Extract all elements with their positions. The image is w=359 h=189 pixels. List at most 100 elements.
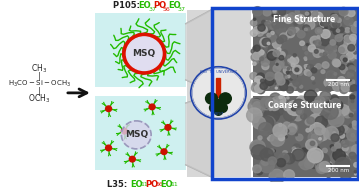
Circle shape xyxy=(351,24,359,33)
Circle shape xyxy=(287,55,292,60)
Circle shape xyxy=(294,22,297,25)
Circle shape xyxy=(263,45,273,54)
Circle shape xyxy=(307,148,323,163)
Circle shape xyxy=(317,132,326,141)
Circle shape xyxy=(255,82,265,91)
Circle shape xyxy=(309,12,318,21)
Circle shape xyxy=(214,108,222,115)
Circle shape xyxy=(323,19,330,25)
Circle shape xyxy=(260,38,270,47)
Circle shape xyxy=(333,132,336,134)
Circle shape xyxy=(353,51,359,59)
Circle shape xyxy=(344,16,353,25)
Circle shape xyxy=(255,50,262,56)
Circle shape xyxy=(251,49,256,54)
Circle shape xyxy=(287,97,289,99)
Circle shape xyxy=(342,57,350,65)
Circle shape xyxy=(253,165,261,173)
Circle shape xyxy=(260,148,274,161)
Circle shape xyxy=(260,100,271,111)
Circle shape xyxy=(272,21,280,29)
Circle shape xyxy=(331,14,336,18)
Circle shape xyxy=(284,153,295,164)
Circle shape xyxy=(255,79,261,85)
Text: EO: EO xyxy=(160,180,173,189)
Circle shape xyxy=(269,149,274,154)
Circle shape xyxy=(331,108,341,117)
Text: $\mathsf{OCH_3}$: $\mathsf{OCH_3}$ xyxy=(28,92,50,105)
Circle shape xyxy=(267,52,276,60)
Circle shape xyxy=(347,44,356,53)
Circle shape xyxy=(342,108,353,118)
Circle shape xyxy=(281,33,289,40)
Circle shape xyxy=(287,160,290,163)
Circle shape xyxy=(302,148,306,152)
Circle shape xyxy=(323,52,327,56)
Circle shape xyxy=(265,103,271,108)
Circle shape xyxy=(346,37,356,46)
Circle shape xyxy=(315,28,322,34)
Circle shape xyxy=(313,41,316,43)
Circle shape xyxy=(354,22,359,26)
Circle shape xyxy=(161,149,167,154)
Circle shape xyxy=(303,47,306,50)
Circle shape xyxy=(306,139,317,150)
Circle shape xyxy=(106,145,112,151)
Text: KYO  TO  UNIVERSITY: KYO TO UNIVERSITY xyxy=(200,70,237,74)
Circle shape xyxy=(316,163,327,174)
Circle shape xyxy=(341,125,348,132)
Circle shape xyxy=(306,154,309,156)
Text: 37: 37 xyxy=(148,7,156,12)
Text: 200 nm: 200 nm xyxy=(328,82,349,87)
Circle shape xyxy=(316,38,319,40)
Circle shape xyxy=(315,96,325,106)
Circle shape xyxy=(342,145,348,151)
Circle shape xyxy=(347,147,356,155)
Circle shape xyxy=(314,50,318,53)
Circle shape xyxy=(258,136,262,140)
Circle shape xyxy=(330,145,334,148)
Circle shape xyxy=(349,23,352,26)
Circle shape xyxy=(297,96,306,105)
Circle shape xyxy=(351,130,356,135)
Circle shape xyxy=(294,150,303,159)
Circle shape xyxy=(281,56,285,59)
Circle shape xyxy=(261,59,269,66)
Circle shape xyxy=(339,133,345,138)
Circle shape xyxy=(349,92,359,107)
Circle shape xyxy=(276,25,285,34)
Text: PO: PO xyxy=(153,1,166,10)
Circle shape xyxy=(288,58,295,64)
Circle shape xyxy=(346,129,359,141)
Circle shape xyxy=(278,51,285,58)
Circle shape xyxy=(340,86,348,94)
Text: EO: EO xyxy=(138,1,151,10)
Circle shape xyxy=(332,15,337,20)
Circle shape xyxy=(250,72,257,80)
Circle shape xyxy=(281,14,288,21)
Circle shape xyxy=(253,18,256,20)
Circle shape xyxy=(304,28,307,31)
Circle shape xyxy=(260,82,267,89)
Circle shape xyxy=(340,34,343,37)
Text: 11: 11 xyxy=(140,182,148,187)
Circle shape xyxy=(281,52,284,55)
Circle shape xyxy=(350,95,355,99)
Circle shape xyxy=(350,57,354,61)
Circle shape xyxy=(337,153,350,165)
Circle shape xyxy=(321,29,330,38)
Bar xyxy=(187,10,251,177)
Circle shape xyxy=(284,80,289,85)
Circle shape xyxy=(337,45,343,50)
Circle shape xyxy=(211,99,225,112)
Circle shape xyxy=(272,134,275,137)
Circle shape xyxy=(321,161,333,172)
Circle shape xyxy=(334,136,340,143)
Circle shape xyxy=(341,140,349,147)
Circle shape xyxy=(354,163,359,167)
Circle shape xyxy=(326,62,328,64)
Circle shape xyxy=(299,85,303,88)
Circle shape xyxy=(254,54,261,61)
Circle shape xyxy=(262,159,269,166)
Circle shape xyxy=(279,9,286,15)
